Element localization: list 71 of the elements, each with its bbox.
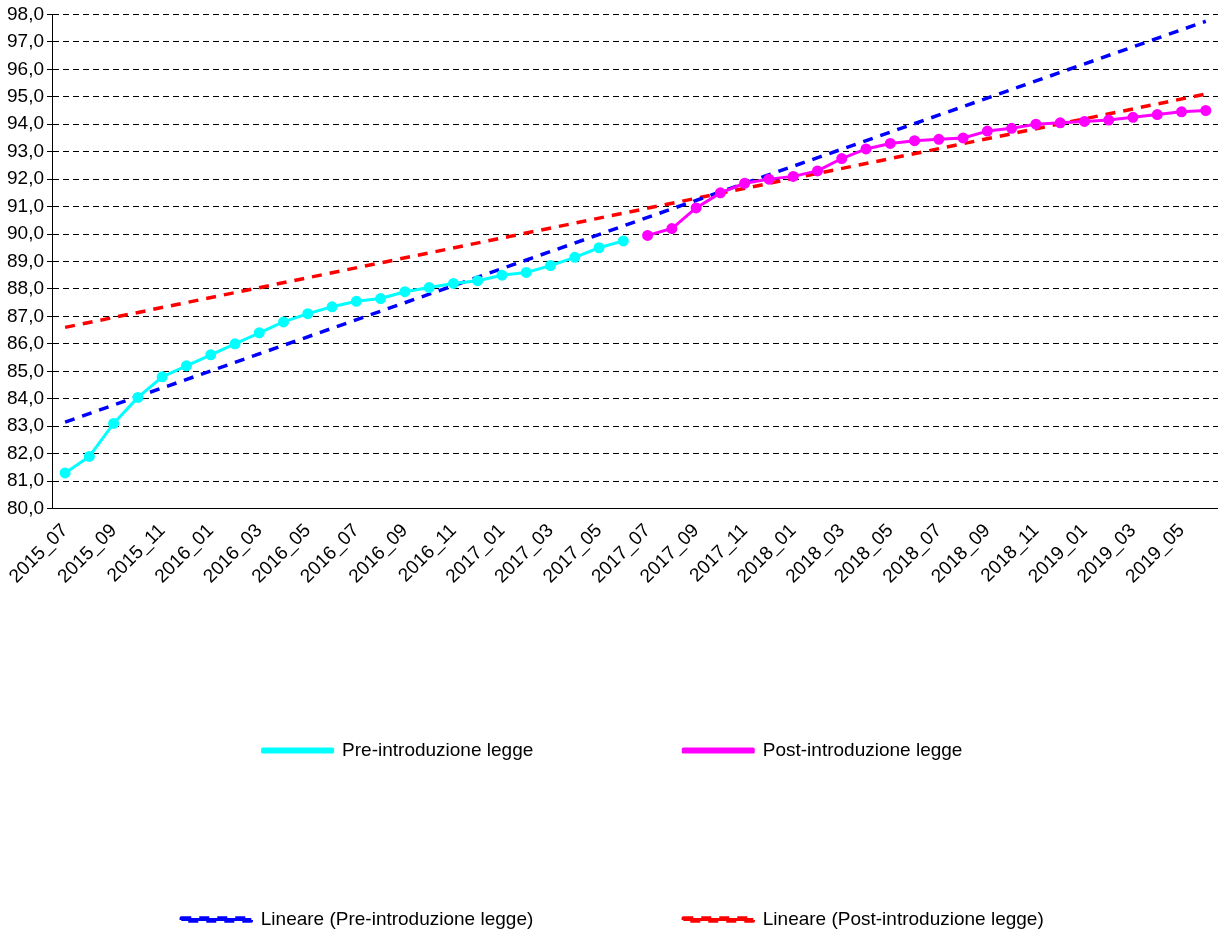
point bbox=[1030, 118, 1042, 130]
point bbox=[83, 450, 95, 462]
point bbox=[617, 235, 629, 247]
point bbox=[156, 371, 168, 383]
y-tick-label: 84,0 bbox=[7, 386, 44, 408]
y-tick-label: 92,0 bbox=[7, 167, 44, 189]
point bbox=[763, 173, 775, 185]
point bbox=[1006, 122, 1018, 134]
legend-label: Pre-introduzione legge bbox=[342, 738, 534, 760]
point bbox=[59, 467, 71, 479]
y-tick-label: 91,0 bbox=[7, 194, 44, 216]
legend-label: Lineare (Post-introduzione legge) bbox=[762, 907, 1044, 929]
point bbox=[545, 260, 557, 272]
point bbox=[593, 242, 605, 254]
point bbox=[884, 137, 896, 149]
legend-label: Post-introduzione legge bbox=[762, 738, 963, 760]
y-tick-label: 82,0 bbox=[7, 441, 44, 463]
point bbox=[836, 153, 848, 165]
point bbox=[811, 165, 823, 177]
point bbox=[1151, 109, 1163, 121]
point bbox=[1078, 115, 1090, 127]
point bbox=[399, 286, 411, 298]
point bbox=[350, 295, 362, 307]
y-tick-label: 93,0 bbox=[7, 139, 44, 161]
y-tick-label: 85,0 bbox=[7, 359, 44, 381]
point bbox=[205, 349, 217, 361]
y-tick-label: 83,0 bbox=[7, 414, 44, 436]
point bbox=[447, 277, 459, 289]
point bbox=[909, 135, 921, 147]
y-tick-label: 90,0 bbox=[7, 222, 44, 244]
point bbox=[132, 391, 144, 403]
y-tick-label: 97,0 bbox=[7, 30, 44, 52]
point bbox=[690, 202, 702, 214]
y-tick-label: 80,0 bbox=[7, 496, 44, 518]
point bbox=[1176, 106, 1188, 118]
point bbox=[520, 266, 532, 278]
point bbox=[1127, 111, 1139, 123]
point bbox=[229, 338, 241, 350]
point bbox=[569, 251, 581, 263]
point bbox=[933, 133, 945, 145]
point bbox=[423, 282, 435, 294]
point bbox=[496, 269, 508, 281]
point bbox=[981, 125, 993, 137]
y-tick-label: 98,0 bbox=[7, 2, 44, 24]
y-tick-label: 87,0 bbox=[7, 304, 44, 326]
point bbox=[1103, 114, 1115, 126]
point bbox=[642, 229, 654, 241]
point bbox=[278, 316, 290, 328]
point bbox=[787, 170, 799, 182]
point bbox=[1200, 104, 1212, 116]
point bbox=[714, 187, 726, 199]
point bbox=[108, 417, 120, 429]
point bbox=[302, 308, 314, 320]
y-tick-label: 96,0 bbox=[7, 57, 44, 79]
y-tick-label: 94,0 bbox=[7, 112, 44, 134]
point bbox=[666, 223, 678, 235]
legend-label: Lineare (Pre-introduzione legge) bbox=[260, 907, 534, 929]
point bbox=[860, 143, 872, 155]
point bbox=[1054, 117, 1066, 129]
point bbox=[957, 132, 969, 144]
point bbox=[472, 275, 484, 287]
y-tick-label: 86,0 bbox=[7, 332, 44, 354]
point bbox=[375, 293, 387, 305]
y-tick-label: 89,0 bbox=[7, 249, 44, 271]
y-tick-label: 81,0 bbox=[7, 469, 44, 491]
point bbox=[253, 327, 265, 339]
point bbox=[739, 177, 751, 189]
point bbox=[326, 301, 338, 313]
y-tick-label: 95,0 bbox=[7, 85, 44, 106]
point bbox=[180, 360, 192, 372]
y-tick-label: 88,0 bbox=[7, 277, 44, 299]
